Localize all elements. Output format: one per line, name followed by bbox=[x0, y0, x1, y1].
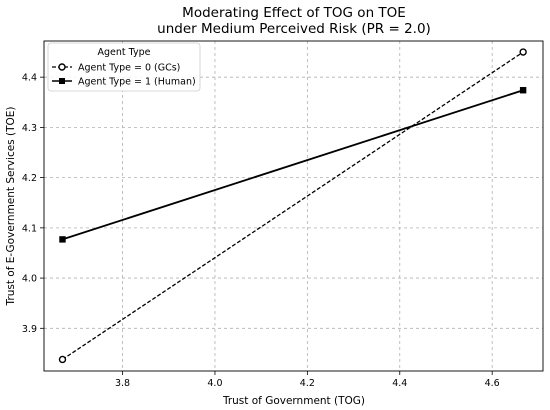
y-tick-label: 4.3 bbox=[22, 123, 37, 134]
series-line-0 bbox=[62, 51, 524, 360]
y-tick-label: 4.0 bbox=[22, 274, 37, 285]
legend-title: Agent Type bbox=[98, 47, 151, 58]
y-axis: 3.9 4.0 4.1 4.2 4.3 4.4 bbox=[22, 73, 44, 335]
legend-entry-human: Agent Type = 1 (Human) bbox=[52, 77, 196, 88]
chart-title-line-2: under Medium Perceived Risk (PR = 2.0) bbox=[157, 21, 431, 37]
y-tick-label: 4.2 bbox=[22, 173, 37, 184]
legend-entry-gcs: Agent Type = 0 (GCs) bbox=[52, 63, 180, 74]
y-axis-label: Trust of E-Government Services (TOE) bbox=[5, 107, 17, 307]
y-tick-label: 4.1 bbox=[22, 223, 37, 234]
legend-label-gcs: Agent Type = 0 (GCs) bbox=[78, 63, 180, 74]
x-tick-label: 4.2 bbox=[300, 378, 315, 389]
series-line-1 bbox=[62, 89, 524, 241]
x-axis-label: Trust of Government (TOG) bbox=[222, 395, 365, 407]
data-point bbox=[59, 236, 66, 243]
x-tick-label: 4.4 bbox=[392, 378, 407, 389]
y-tick-label: 4.4 bbox=[22, 73, 37, 84]
legend-label-human: Agent Type = 1 (Human) bbox=[78, 77, 196, 88]
data-point bbox=[58, 355, 67, 364]
legend: Agent Type Agent Type = 0 (GCs) Agent Ty… bbox=[47, 42, 201, 92]
legend-marker-human bbox=[59, 78, 65, 84]
data-point bbox=[519, 87, 527, 94]
x-tick-label: 4.0 bbox=[207, 378, 222, 389]
x-tick-label: 3.8 bbox=[115, 378, 130, 389]
legend-marker-gcs bbox=[58, 63, 66, 71]
series-layer bbox=[58, 48, 527, 364]
y-tick-label: 3.9 bbox=[22, 324, 37, 335]
chart-title-line-1: Moderating Effect of TOG on TOE bbox=[182, 5, 406, 21]
legend-box bbox=[47, 42, 201, 92]
grid bbox=[44, 41, 543, 371]
x-axis: 3.8 4.0 4.2 4.4 4.6 bbox=[115, 371, 500, 389]
data-point bbox=[519, 48, 527, 56]
x-tick-label: 4.6 bbox=[485, 378, 500, 389]
plot-frame bbox=[43, 40, 544, 372]
